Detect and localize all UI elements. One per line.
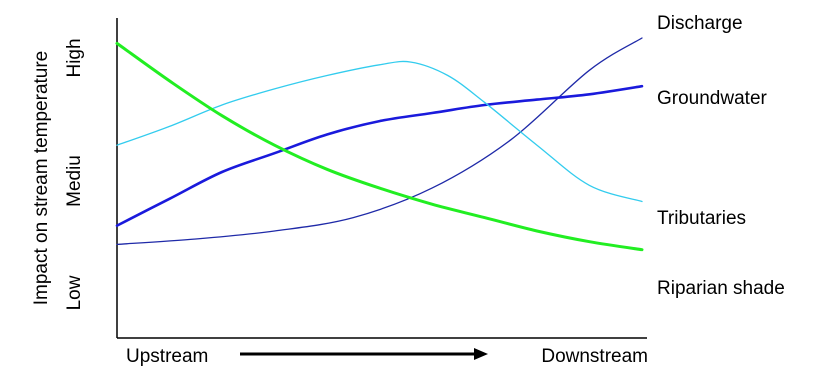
- y-axis-label: Impact on stream temperature: [31, 51, 52, 306]
- x-tick-label-downstream: Downstream: [541, 346, 648, 367]
- series-label-discharge: Discharge: [657, 13, 743, 34]
- series-line-riparian-shade: [115, 41, 644, 252]
- y-tick-label-low: Low: [64, 275, 85, 310]
- y-tick-label-high: High: [64, 38, 85, 77]
- direction-arrow: [240, 348, 488, 360]
- series-label-riparian-shade: Riparian shade: [657, 278, 785, 299]
- series-line-groundwater: [115, 84, 644, 227]
- series-line-tributaries: [116, 60, 643, 203]
- series-label-groundwater: Groundwater: [657, 88, 768, 109]
- x-tick-label-upstream: Upstream: [126, 346, 208, 367]
- series-label-tributaries: Tributaries: [657, 208, 746, 229]
- y-tick-label-medium: Mediu: [64, 155, 85, 207]
- axes: [116, 18, 647, 339]
- series-lines: [115, 37, 644, 252]
- series-line-discharge: [116, 37, 643, 246]
- series-labels: Discharge Groundwater Tributaries Riparian …: [657, 13, 785, 299]
